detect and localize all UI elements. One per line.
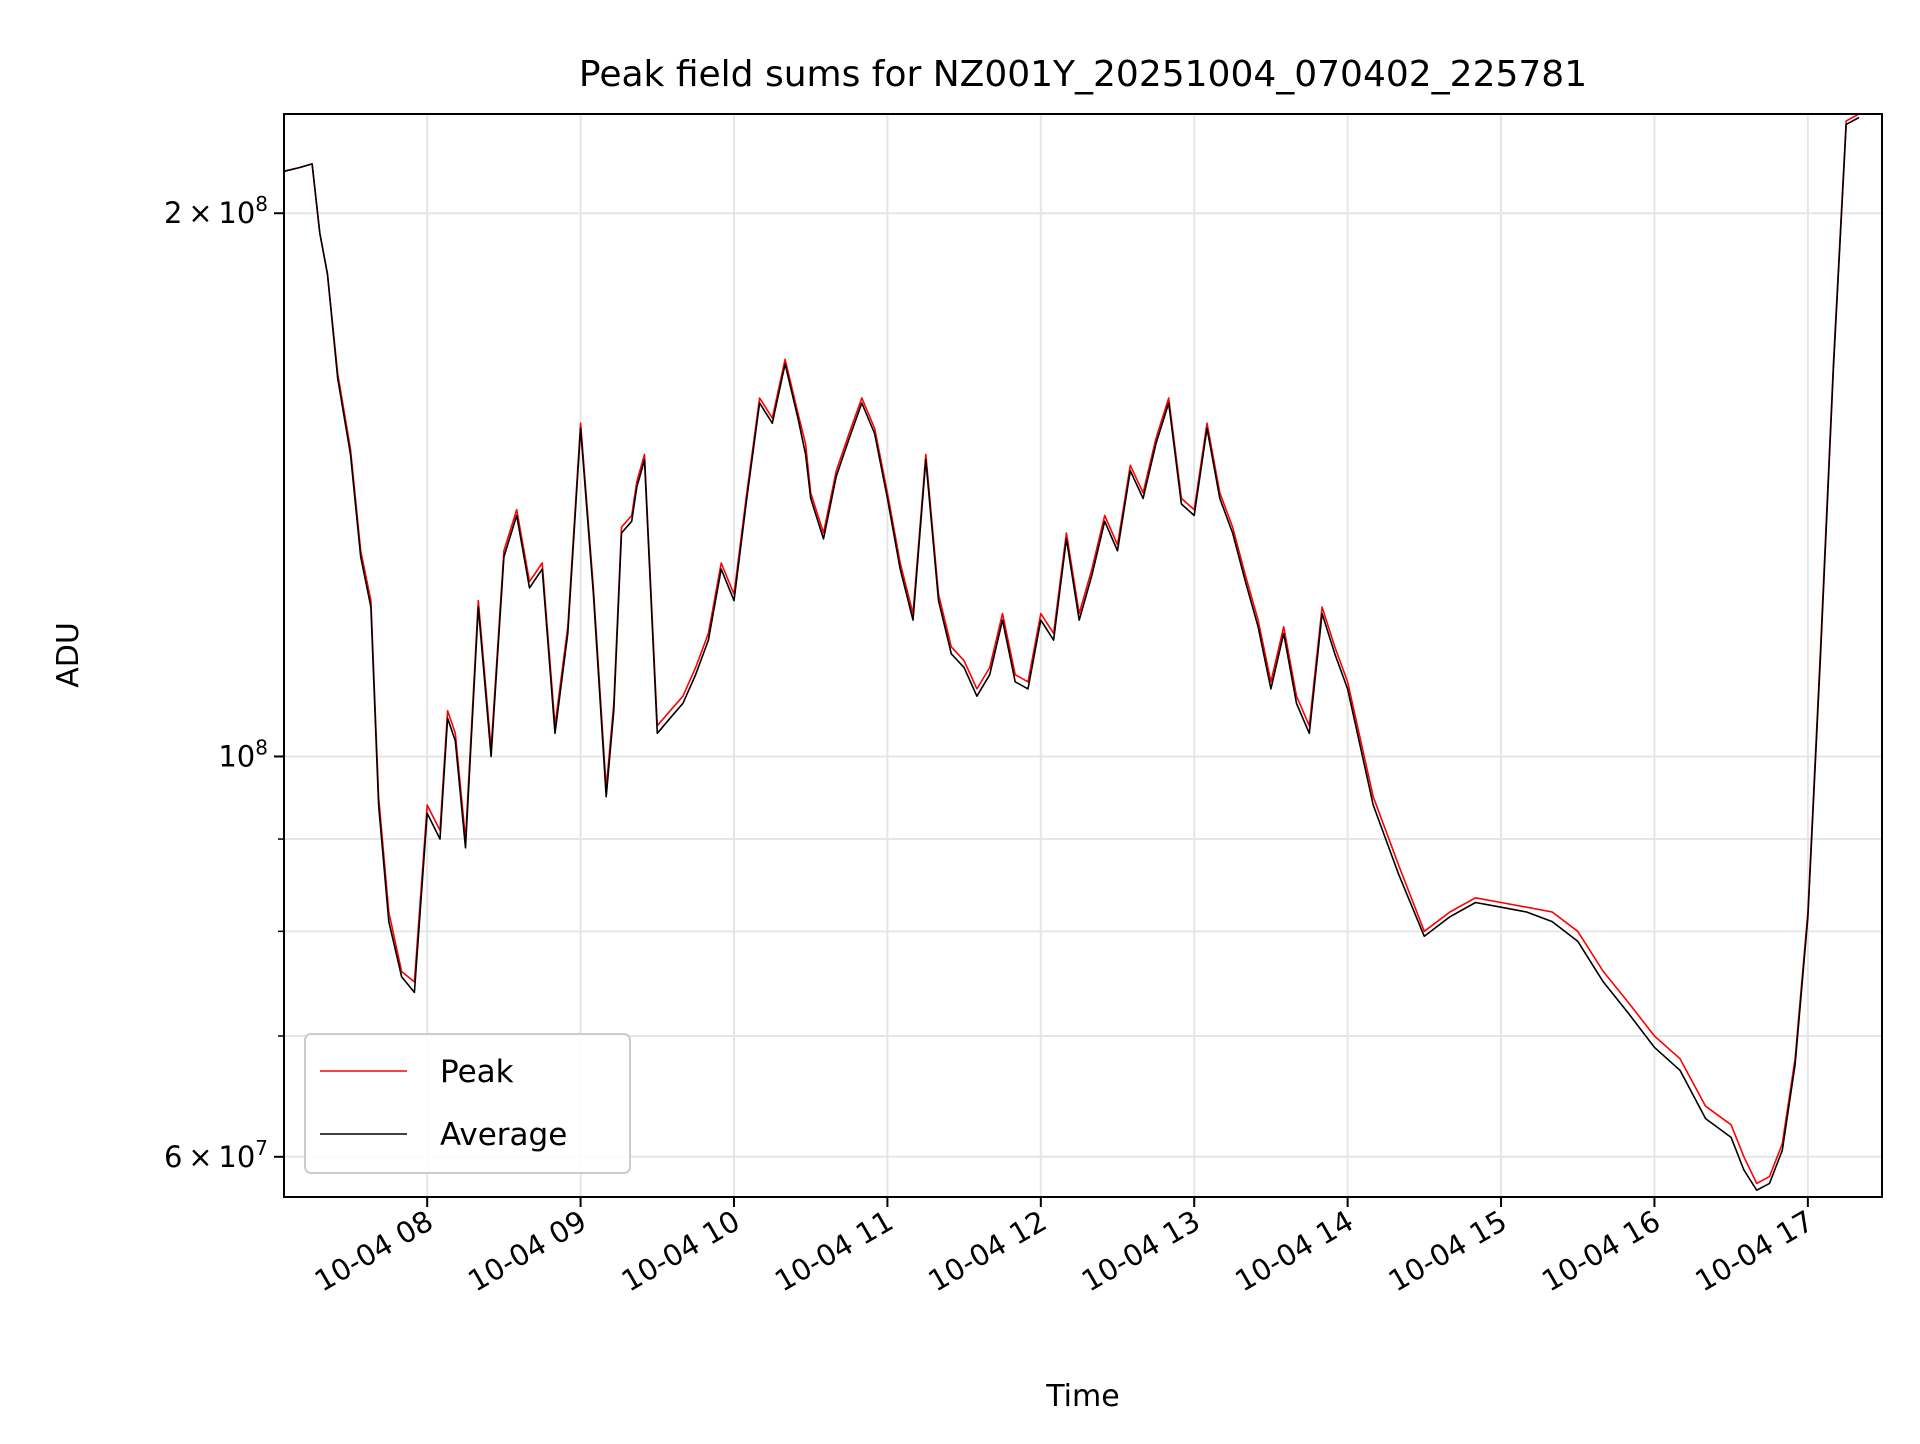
plot-frame [283, 113, 1883, 1198]
grid [284, 114, 1882, 1197]
legend-label-average: Average [440, 1117, 567, 1153]
y-axis-ticks: 6 × 107 108 2 × 108 [164, 192, 284, 1174]
x-axis-title: Time [1045, 1379, 1119, 1414]
series-line-average [283, 116, 1860, 1191]
legend-box [304, 1033, 631, 1174]
y-axis-title: ADU [51, 622, 86, 688]
y-tick-label: 2 × 108 [164, 192, 268, 230]
y-tick-label: 108 [218, 735, 268, 773]
chart-title: Peak field sums for NZ001Y_20251004_0704… [579, 54, 1587, 95]
y-tick-label: 6 × 107 [164, 1136, 268, 1174]
legend-label-peak: Peak [440, 1054, 514, 1090]
series-lines [283, 113, 1860, 1191]
legend: Peak Average [304, 1033, 631, 1174]
